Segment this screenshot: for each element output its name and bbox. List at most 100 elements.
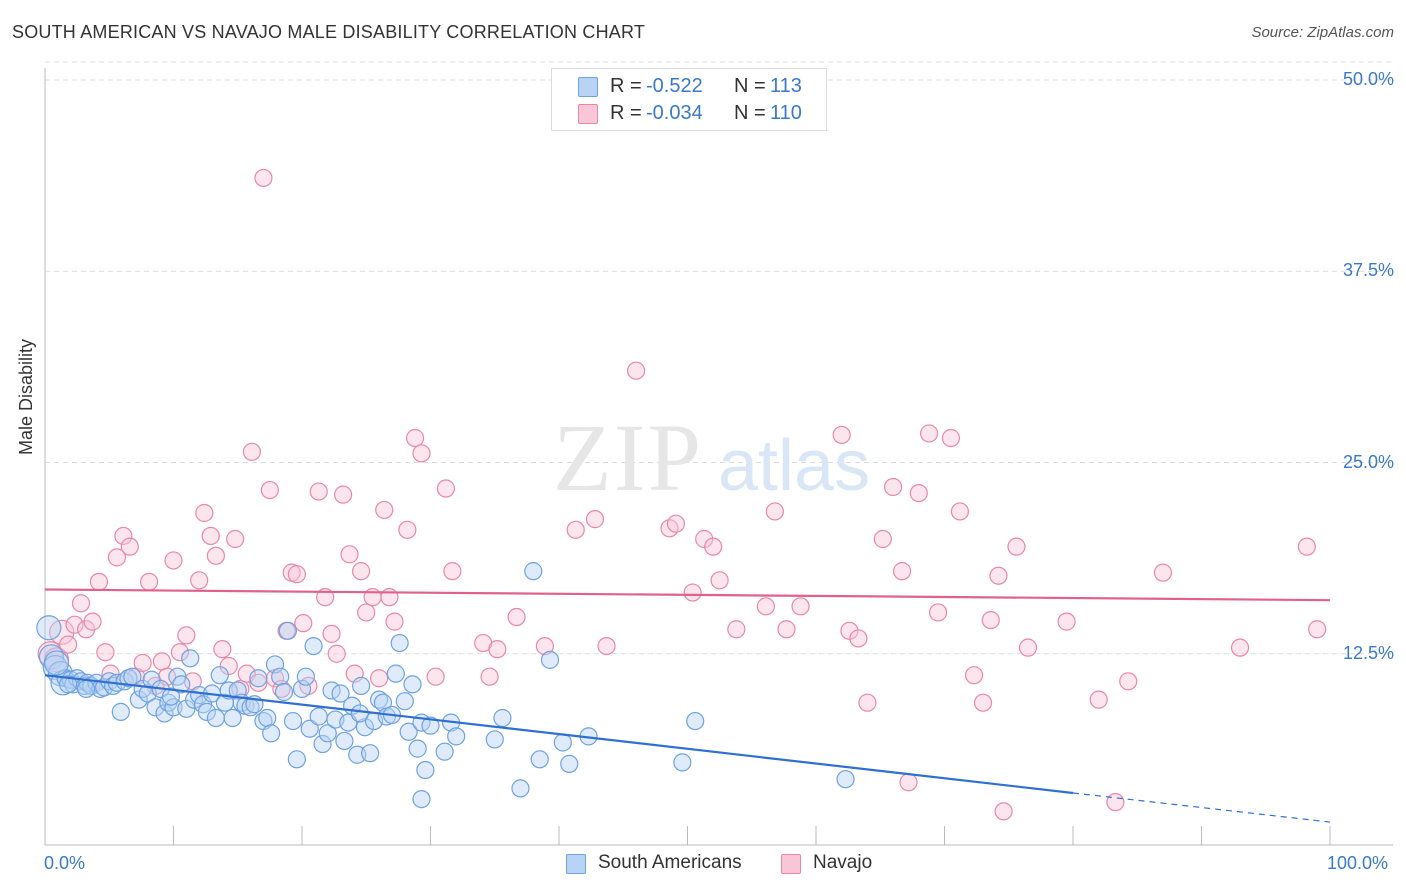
data-point	[666, 514, 686, 533]
data-point	[114, 526, 133, 546]
trend-lines	[44, 588, 1331, 823]
data-point	[421, 716, 440, 735]
data-point	[390, 633, 409, 653]
legend-r-value: -0.522	[646, 75, 703, 97]
data-point	[195, 503, 214, 523]
chart-title: SOUTH AMERICAN VS NAVAJO MALE DISABILITY…	[12, 22, 646, 42]
data-point	[59, 635, 78, 654]
data-point	[375, 500, 394, 520]
data-point	[357, 603, 376, 622]
data-point	[249, 669, 268, 688]
data-point	[352, 676, 371, 695]
data-point	[327, 644, 346, 663]
data-point	[398, 520, 417, 539]
legend-row-south-americans: R = -0.522 N = 113	[552, 74, 826, 100]
data-point	[77, 679, 96, 699]
data-point	[210, 666, 229, 685]
data-point	[129, 690, 148, 709]
data-point	[254, 168, 273, 188]
data-point	[206, 546, 226, 565]
data-point	[480, 667, 499, 686]
data-point	[1230, 638, 1250, 657]
data-point	[1018, 638, 1038, 657]
data-point	[426, 667, 445, 686]
data-point	[1057, 612, 1076, 631]
data-point	[710, 571, 729, 590]
data-point	[155, 704, 174, 723]
data-point	[553, 733, 572, 752]
data-point	[1089, 690, 1108, 709]
data-point	[395, 692, 414, 711]
data-point	[777, 620, 796, 639]
data-point	[161, 687, 181, 706]
legend-r-label: R =	[610, 102, 642, 124]
data-point	[1007, 537, 1026, 556]
data-point	[673, 753, 692, 772]
data-point	[223, 708, 242, 728]
data-point	[443, 562, 462, 581]
data-point	[989, 566, 1008, 585]
data-point	[172, 675, 191, 694]
data-point	[242, 442, 261, 461]
data-point	[727, 620, 746, 639]
data-point	[836, 770, 855, 789]
data-point	[361, 744, 380, 763]
data-point	[488, 640, 507, 659]
data-point	[883, 477, 903, 497]
data-point	[206, 708, 226, 728]
data-point	[385, 612, 404, 631]
data-point	[59, 675, 78, 694]
data-point	[258, 708, 277, 728]
data-point	[296, 667, 315, 686]
data-point	[585, 510, 605, 529]
data-point	[177, 626, 196, 645]
data-point	[994, 802, 1013, 821]
data-point	[412, 789, 431, 809]
data-point	[964, 666, 984, 685]
data-point	[1297, 537, 1316, 556]
data-point	[535, 636, 554, 656]
data-point	[791, 597, 810, 616]
data-point	[447, 727, 466, 746]
data-point	[83, 612, 102, 631]
y-tick-label: 50.0%	[1342, 69, 1394, 89]
bottom-legend-swatch-pink	[781, 854, 801, 874]
data-point	[71, 594, 91, 613]
data-point	[190, 571, 209, 590]
watermark-zip: ZIP	[553, 404, 703, 511]
data-point	[530, 750, 549, 769]
data-point	[1106, 793, 1125, 812]
data-point	[271, 667, 290, 686]
data-point	[152, 652, 172, 671]
data-point	[226, 529, 245, 549]
data-point	[65, 615, 84, 634]
data-point	[560, 754, 579, 774]
data-point	[287, 565, 306, 584]
data-point	[164, 551, 183, 570]
data-point	[909, 484, 928, 503]
data-point	[403, 675, 422, 694]
data-point	[274, 682, 294, 702]
legend-n-label: N =	[734, 102, 766, 124]
data-point	[1308, 620, 1327, 639]
watermark: ZIP atlas	[553, 404, 870, 511]
data-point	[309, 707, 328, 726]
data-point	[294, 614, 313, 633]
data-point	[262, 724, 281, 743]
data-point	[201, 526, 220, 546]
y-axis-label: Male Disability	[16, 338, 36, 455]
data-point	[399, 722, 418, 741]
data-point	[485, 730, 504, 749]
data-point	[318, 724, 337, 743]
data-point	[683, 583, 702, 602]
data-point	[416, 760, 435, 780]
data-point	[331, 684, 350, 703]
data-point	[873, 529, 892, 549]
data-point	[941, 428, 961, 448]
legend-n-value: 113	[770, 75, 802, 97]
data-point	[973, 693, 993, 712]
bottom-legend-swatch-blue	[566, 854, 586, 874]
data-point	[858, 693, 877, 712]
data-point	[524, 562, 543, 581]
gridlines	[45, 61, 1393, 655]
